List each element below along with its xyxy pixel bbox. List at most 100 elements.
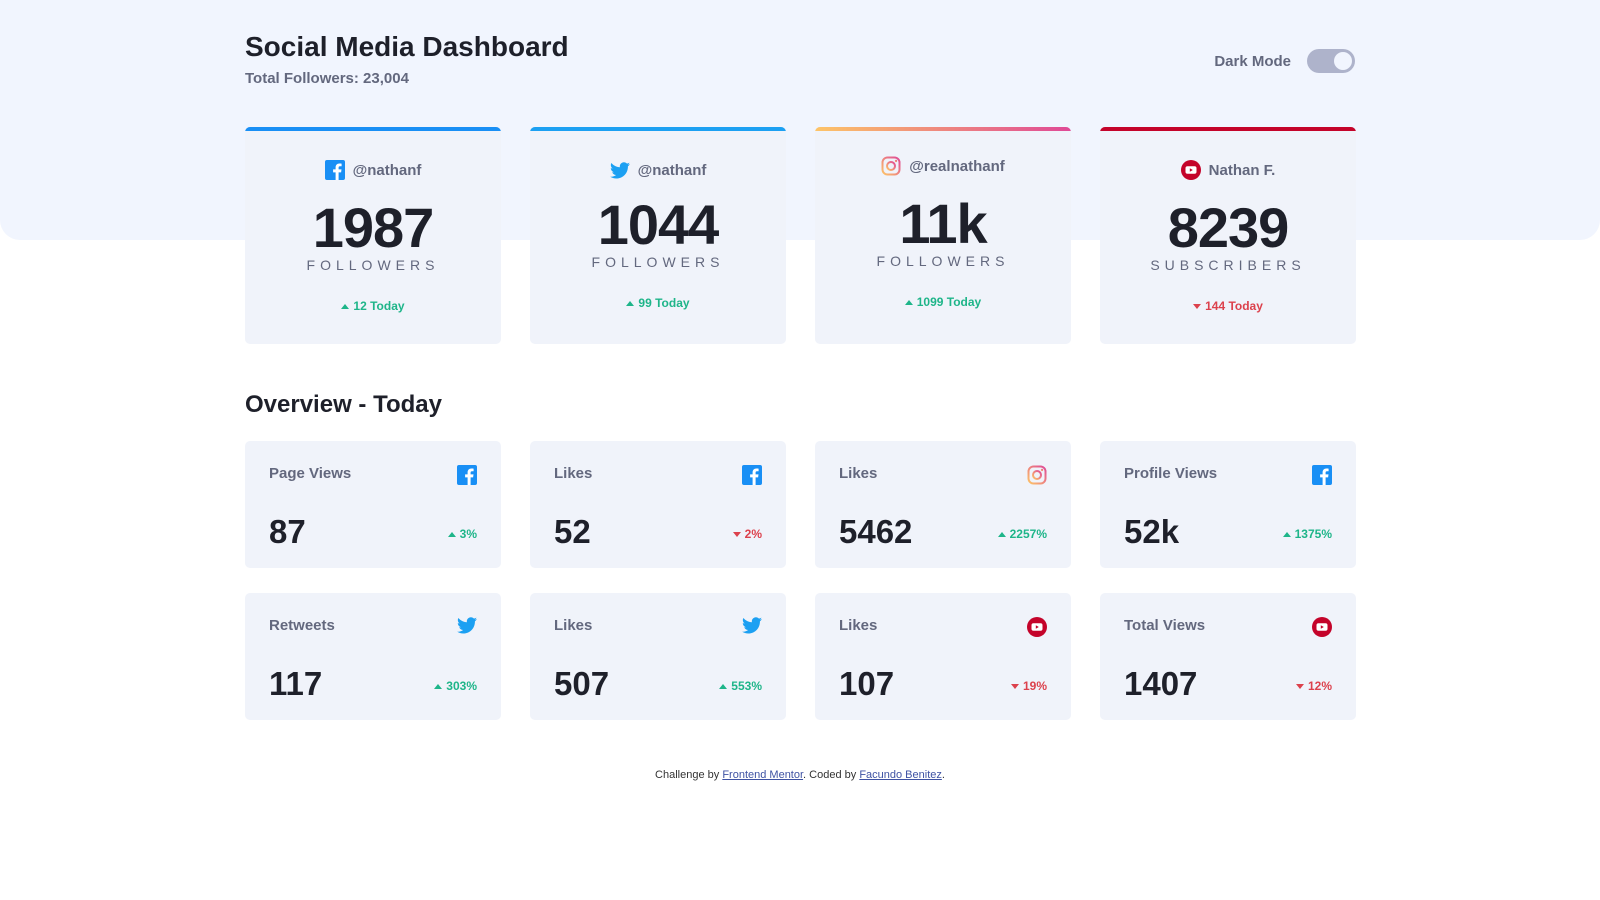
overview-value: 52 — [554, 513, 591, 550]
overview-label: Likes — [839, 617, 878, 634]
facebook-icon — [1312, 465, 1332, 485]
footer-suffix: . — [941, 769, 945, 781]
arrow-down-icon — [1010, 684, 1019, 689]
card-unit: FOLLOWERS — [876, 253, 1010, 269]
overview-change: 2% — [732, 527, 762, 541]
card-count: 8239 — [1167, 196, 1290, 259]
overview-change-text: 12% — [1307, 679, 1332, 693]
overview-change-text: 1375% — [1294, 527, 1332, 541]
overview-change-text: 2% — [744, 527, 762, 541]
card-count: 1987 — [312, 196, 435, 259]
overview-card[interactable]: Page Views 87 3% — [245, 441, 501, 568]
overview-card[interactable]: Likes 52 2% — [530, 441, 786, 568]
twitter-icon — [742, 617, 762, 634]
overview-change: 3% — [447, 527, 477, 541]
facebook-icon — [742, 465, 762, 485]
overview-label: Profile Views — [1124, 465, 1218, 482]
twitter-icon — [609, 161, 630, 179]
card-facebook[interactable]: @nathanf 1987 FOLLOWERS 12 Today — [245, 127, 501, 344]
arrow-up-icon — [626, 301, 635, 306]
overview-change: 553% — [719, 679, 762, 693]
overview-change-text: 2257% — [1009, 527, 1047, 541]
overview-card[interactable]: Likes 107 19% — [815, 593, 1071, 720]
overview-change-text: 19% — [1022, 679, 1047, 693]
dark-mode-label: Dark Mode — [1214, 52, 1291, 70]
overview-title: Overview - Today — [245, 391, 442, 418]
facebook-icon — [324, 160, 345, 180]
overview-change: 12% — [1295, 679, 1332, 693]
card-today: 1099 Today — [815, 295, 1071, 309]
youtube-icon — [1312, 617, 1332, 637]
instagram-icon — [881, 156, 901, 176]
card-unit: SUBSCRIBERS — [1150, 257, 1306, 273]
card-handle-row: @realnathanf — [815, 155, 1071, 177]
arrow-up-icon — [1282, 532, 1291, 537]
dark-mode-toggle[interactable] — [1307, 49, 1355, 73]
arrow-up-icon — [997, 532, 1006, 537]
instagram-icon — [1027, 465, 1047, 485]
arrow-up-icon — [341, 304, 350, 309]
card-today-text: 12 Today — [353, 299, 405, 313]
toggle-knob — [1334, 52, 1352, 70]
card-handle-row: @nathanf — [530, 159, 786, 181]
card-accent-bar — [530, 127, 786, 131]
twitter-icon — [457, 617, 477, 634]
card-twitter[interactable]: @nathanf 1044 FOLLOWERS 99 Today — [530, 127, 786, 344]
card-count: 1044 — [597, 193, 720, 256]
card-today: 12 Today — [245, 299, 501, 313]
overview-label: Retweets — [269, 617, 335, 634]
total-followers: Total Followers: 23,004 — [245, 70, 409, 87]
arrow-down-icon — [1295, 684, 1304, 689]
overview-value: 52k — [1124, 513, 1180, 550]
overview-card[interactable]: Likes 5462 2257% — [815, 441, 1071, 568]
frontend-mentor-link[interactable]: Frontend Mentor — [722, 769, 804, 781]
arrow-down-icon — [732, 532, 741, 537]
arrow-up-icon — [904, 300, 913, 305]
arrow-up-icon — [719, 684, 728, 689]
footer: Challenge by Frontend Mentor. Coded by F… — [0, 769, 1600, 781]
card-accent-bar — [245, 127, 501, 131]
card-accent-bar — [815, 127, 1071, 131]
dark-mode-control[interactable]: Dark Mode — [1214, 49, 1355, 73]
header: Social Media Dashboard Total Followers: … — [245, 31, 1355, 91]
overview-value: 1407 — [1124, 665, 1198, 702]
overview-value: 5462 — [839, 513, 913, 550]
overview-value: 507 — [554, 665, 610, 702]
arrow-up-icon — [434, 684, 443, 689]
card-youtube[interactable]: Nathan F. 8239 SUBSCRIBERS 144 Today — [1100, 127, 1356, 344]
author-link[interactable]: Facundo Benitez — [859, 769, 942, 781]
overview-grid: Page Views 87 3% Likes 52 2% Likes 5462 … — [245, 441, 1356, 721]
youtube-icon — [1027, 617, 1047, 637]
overview-value: 107 — [839, 665, 895, 702]
card-today-text: 144 Today — [1205, 299, 1263, 313]
card-handle-row: Nathan F. — [1100, 159, 1356, 181]
card-unit: FOLLOWERS — [306, 257, 440, 273]
overview-card[interactable]: Profile Views 52k 1375% — [1100, 441, 1356, 568]
overview-change: 2257% — [997, 527, 1047, 541]
overview-change-text: 303% — [446, 679, 477, 693]
card-today-text: 99 Today — [638, 296, 690, 310]
facebook-icon — [457, 465, 477, 485]
overview-label: Likes — [554, 465, 593, 482]
card-count: 11k — [899, 192, 987, 255]
overview-value: 117 — [269, 665, 323, 702]
card-today: 144 Today — [1100, 299, 1356, 313]
overview-change-text: 3% — [459, 527, 477, 541]
card-handle: @nathanf — [637, 161, 707, 179]
overview-card[interactable]: Retweets 117 303% — [245, 593, 501, 720]
arrow-down-icon — [1193, 304, 1202, 309]
overview-change: 1375% — [1282, 527, 1332, 541]
card-unit: FOLLOWERS — [591, 254, 725, 270]
card-today: 99 Today — [530, 296, 786, 310]
overview-change-text: 553% — [731, 679, 762, 693]
overview-value: 87 — [269, 513, 306, 550]
footer-middle: . Coded by — [803, 769, 860, 781]
overview-label: Total Views — [1124, 617, 1206, 634]
card-handle: @nathanf — [352, 161, 422, 179]
card-accent-bar — [1100, 127, 1356, 131]
overview-card[interactable]: Total Views 1407 12% — [1100, 593, 1356, 720]
card-instagram[interactable]: @realnathanf 11k FOLLOWERS 1099 Today — [815, 127, 1071, 344]
overview-label: Page Views — [269, 465, 352, 482]
overview-card[interactable]: Likes 507 553% — [530, 593, 786, 720]
overview-label: Likes — [554, 617, 593, 634]
